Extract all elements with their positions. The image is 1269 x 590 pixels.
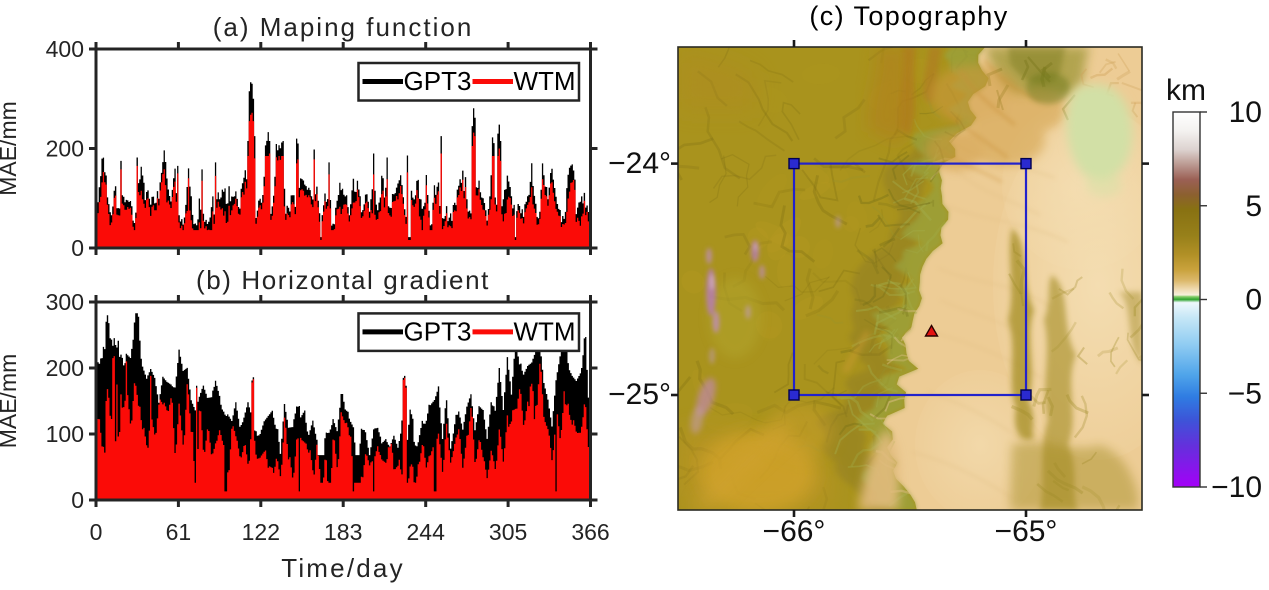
svg-text:WTM: WTM bbox=[514, 316, 576, 346]
svg-text:244: 244 bbox=[407, 519, 446, 545]
svg-text:(a) Maping function: (a) Maping function bbox=[213, 12, 474, 42]
svg-text:km: km bbox=[1166, 74, 1206, 107]
svg-text:0: 0 bbox=[90, 519, 103, 545]
svg-text:Time/day: Time/day bbox=[281, 553, 405, 583]
svg-text:(c) Topography: (c) Topography bbox=[809, 1, 1008, 31]
svg-text:400: 400 bbox=[46, 36, 84, 62]
svg-text:200: 200 bbox=[46, 136, 84, 162]
svg-text:300: 300 bbox=[46, 289, 84, 315]
svg-text:−5: −5 bbox=[1228, 377, 1262, 410]
svg-text:122: 122 bbox=[242, 519, 280, 545]
svg-text:MAE/mm: MAE/mm bbox=[0, 101, 21, 196]
svg-text:10: 10 bbox=[1229, 96, 1262, 129]
svg-text:MAE/mm: MAE/mm bbox=[0, 354, 21, 449]
svg-text:100: 100 bbox=[46, 421, 84, 447]
svg-text:5: 5 bbox=[1245, 190, 1262, 223]
svg-text:GPT3: GPT3 bbox=[404, 66, 472, 96]
svg-text:305: 305 bbox=[489, 519, 527, 545]
svg-text:183: 183 bbox=[324, 519, 362, 545]
svg-text:WTM: WTM bbox=[514, 66, 576, 96]
svg-text:−10: −10 bbox=[1211, 471, 1262, 504]
svg-text:200: 200 bbox=[46, 355, 84, 381]
svg-text:366: 366 bbox=[571, 519, 609, 545]
svg-text:61: 61 bbox=[166, 519, 192, 545]
svg-text:GPT3: GPT3 bbox=[404, 316, 472, 346]
svg-text:−65°: −65° bbox=[995, 515, 1058, 548]
svg-text:−66°: −66° bbox=[763, 515, 826, 548]
svg-text:−25°: −25° bbox=[608, 378, 671, 411]
svg-text:0: 0 bbox=[71, 235, 84, 261]
svg-text:(b) Horizontal gradient: (b) Horizontal gradient bbox=[196, 265, 490, 295]
svg-text:−24°: −24° bbox=[608, 147, 671, 180]
svg-text:0: 0 bbox=[1245, 284, 1262, 317]
svg-text:0: 0 bbox=[71, 487, 84, 513]
